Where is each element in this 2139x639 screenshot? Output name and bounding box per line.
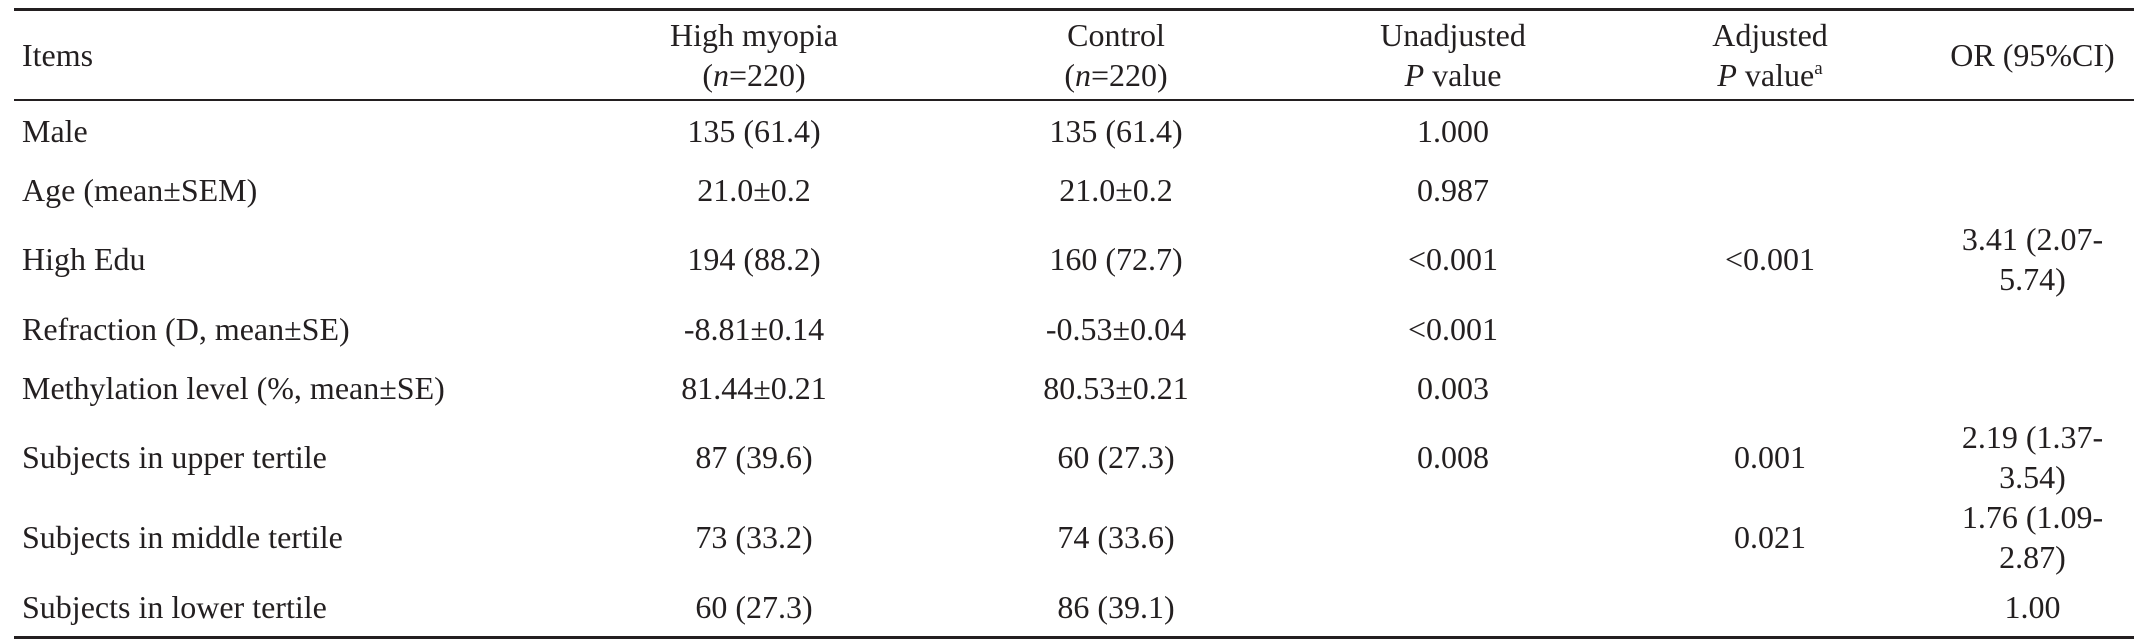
cell-control: 60 (27.3): [1057, 439, 1175, 475]
header-high-myopia-label: High myopia: [670, 17, 838, 53]
table-row: Methylation level (%, mean±SE) 81.44±0.2…: [14, 358, 2134, 417]
header-row: Items High myopia (n=220) Control (n=220…: [14, 9, 2134, 101]
header-unadjusted-p: Unadjusted P value: [1297, 10, 1609, 101]
cell-control: 80.53±0.21: [1043, 369, 1189, 406]
cell-high-myopia: 81.44±0.21: [681, 369, 827, 406]
cell-item: High Edu: [22, 241, 146, 277]
cell-high-myopia: 135 (61.4): [687, 112, 821, 149]
cell-unadjusted-p: [1297, 497, 1609, 577]
cell-item: Methylation level (%, mean±SE): [22, 369, 445, 406]
paren-open: (: [1064, 57, 1075, 93]
cell-odds-ratio: [1931, 160, 2134, 219]
table-row: Age (mean±SEM) 21.0±0.2 21.0±0.2 0.987: [14, 160, 2134, 219]
cell-unadjusted-p: <0.001: [1407, 310, 1499, 347]
header-items: Items: [22, 37, 94, 73]
table-container: Items High myopia (n=220) Control (n=220…: [14, 8, 2134, 639]
cell-unadjusted-p: 0.003: [1417, 369, 1489, 406]
cell-adjusted-p: 0.021: [1734, 519, 1806, 555]
paren-open: (: [702, 57, 713, 93]
header-control-n: (n=220): [941, 55, 1291, 95]
table-row: Refraction (D, mean±SE) -8.81±0.14 -0.53…: [14, 299, 2134, 358]
table-header: Items High myopia (n=220) Control (n=220…: [14, 9, 2134, 101]
header-unadjusted-p-value: P value: [1303, 55, 1603, 95]
cell-adjusted-p: <0.001: [1724, 241, 1816, 277]
table-body: Male 135 (61.4) 135 (61.4) 1.000 Age (me…: [14, 100, 2134, 638]
cell-odds-ratio: 3.41 (2.07-5.74): [1961, 221, 2104, 297]
cell-odds-ratio: 1.00: [2004, 588, 2061, 625]
cell-control: 135 (61.4): [1049, 112, 1183, 149]
header-odds-ratio: OR (95%CI): [1950, 37, 2115, 73]
cell-adjusted-p: [1609, 100, 1931, 160]
header-high-myopia: High myopia (n=220): [573, 10, 935, 101]
n-symbol: n: [1074, 57, 1091, 93]
cell-unadjusted-p: <0.001: [1407, 241, 1499, 277]
p-symbol: P: [1717, 57, 1737, 93]
cell-high-myopia: 21.0±0.2: [697, 171, 811, 208]
cell-high-myopia: 194 (88.2): [687, 241, 821, 277]
header-unadjusted-label: Unadjusted: [1380, 17, 1526, 53]
cell-high-myopia: 87 (39.6): [695, 439, 813, 475]
table-row: Subjects in middle tertile 73 (33.2) 74 …: [14, 497, 2134, 577]
paren-close: ): [1157, 57, 1168, 93]
cell-control: -0.53±0.04: [1045, 310, 1187, 347]
cell-control: 160 (72.7): [1049, 241, 1183, 277]
cell-item: Subjects in lower tertile: [22, 588, 327, 625]
cell-unadjusted-p: 0.987: [1417, 171, 1489, 208]
cell-adjusted-p: [1609, 577, 1931, 638]
p-symbol: P: [1404, 57, 1425, 93]
cell-control: 74 (33.6): [1057, 519, 1175, 555]
header-adjusted-p: Adjusted P valuea: [1609, 10, 1931, 101]
cell-odds-ratio: [1931, 299, 2134, 358]
cell-high-myopia: -8.81±0.14: [683, 310, 825, 347]
table-row: Subjects in lower tertile 60 (27.3) 86 (…: [14, 577, 2134, 638]
cell-odds-ratio: [1931, 358, 2134, 417]
cell-item: Age (mean±SEM): [22, 171, 258, 208]
header-adjusted-p-value: P valuea: [1615, 55, 1925, 95]
results-table: Items High myopia (n=220) Control (n=220…: [14, 8, 2134, 639]
footnote-marker: a: [1814, 58, 1823, 79]
cell-item: Subjects in middle tertile: [22, 519, 343, 555]
cell-adjusted-p: [1609, 160, 1931, 219]
cell-unadjusted-p: 1.000: [1417, 112, 1489, 149]
table-row: Subjects in upper tertile 87 (39.6) 60 (…: [14, 417, 2134, 497]
header-control: Control (n=220): [935, 10, 1297, 101]
cell-item: Refraction (D, mean±SE): [22, 310, 350, 347]
cell-high-myopia: 73 (33.2): [695, 519, 813, 555]
cell-odds-ratio: 1.76 (1.09-2.87): [1961, 499, 2104, 575]
cell-control: 86 (39.1): [1057, 588, 1175, 625]
n-value: =220: [728, 57, 796, 93]
header-adjusted-label: Adjusted: [1712, 17, 1828, 53]
cell-item: Subjects in upper tertile: [22, 439, 327, 475]
header-high-myopia-n: (n=220): [579, 55, 929, 95]
cell-adjusted-p: [1609, 358, 1931, 417]
cell-high-myopia: 60 (27.3): [695, 588, 813, 625]
p-value-text: value: [1736, 57, 1815, 93]
cell-unadjusted-p: 0.008: [1417, 439, 1489, 475]
cell-adjusted-p: [1609, 299, 1931, 358]
paren-close: ): [795, 57, 806, 93]
cell-control: 21.0±0.2: [1059, 171, 1173, 208]
header-control-label: Control: [1067, 17, 1165, 53]
cell-unadjusted-p: [1297, 577, 1609, 638]
table-row: High Edu 194 (88.2) 160 (72.7) <0.001 <0…: [14, 219, 2134, 299]
cell-odds-ratio: 2.19 (1.37-3.54): [1961, 419, 2104, 495]
cell-item: Male: [22, 112, 88, 149]
n-value: =220: [1090, 57, 1158, 93]
cell-adjusted-p: 0.001: [1734, 439, 1806, 475]
n-symbol: n: [712, 57, 729, 93]
p-value-text: value: [1424, 57, 1502, 93]
table-row: Male 135 (61.4) 135 (61.4) 1.000: [14, 100, 2134, 160]
cell-odds-ratio: [1931, 100, 2134, 160]
